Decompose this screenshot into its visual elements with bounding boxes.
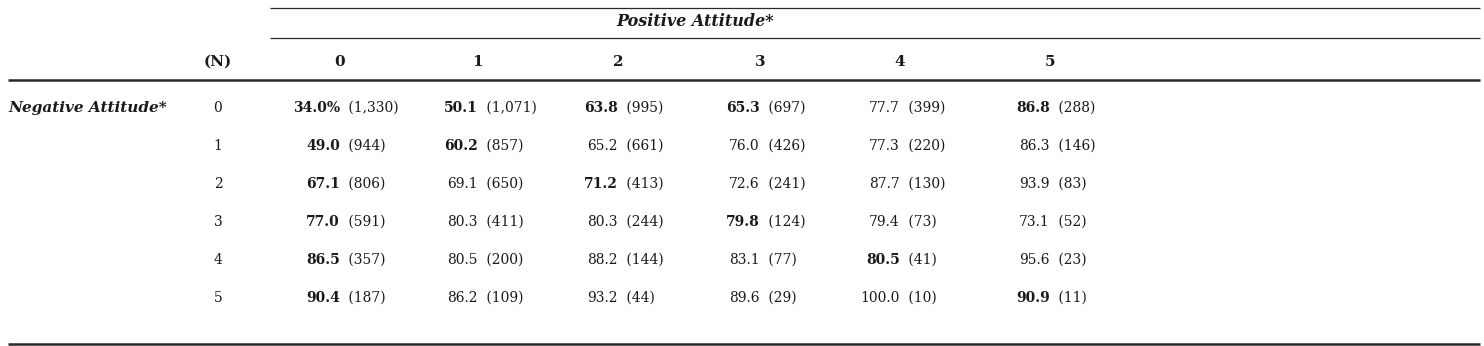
- Text: 65.2: 65.2: [588, 139, 617, 153]
- Text: 65.3: 65.3: [726, 101, 760, 115]
- Text: 2: 2: [613, 55, 623, 69]
- Text: 1: 1: [214, 139, 223, 153]
- Text: 86.5: 86.5: [306, 253, 340, 267]
- Text: (1,071): (1,071): [482, 101, 537, 115]
- Text: 50.1: 50.1: [444, 101, 478, 115]
- Text: 80.5: 80.5: [448, 253, 478, 267]
- Text: 60.2: 60.2: [444, 139, 478, 153]
- Text: (806): (806): [344, 177, 386, 191]
- Text: 80.3: 80.3: [448, 215, 478, 229]
- Text: (124): (124): [764, 215, 806, 229]
- Text: (52): (52): [1054, 215, 1086, 229]
- Text: (944): (944): [344, 139, 386, 153]
- Text: 2: 2: [214, 177, 223, 191]
- Text: 77.3: 77.3: [870, 139, 899, 153]
- Text: (857): (857): [482, 139, 524, 153]
- Text: (41): (41): [904, 253, 936, 267]
- Text: (144): (144): [622, 253, 663, 267]
- Text: (N): (N): [203, 55, 232, 69]
- Text: 49.0: 49.0: [306, 139, 340, 153]
- Text: 34.0%: 34.0%: [292, 101, 340, 115]
- Text: 86.2: 86.2: [448, 291, 478, 305]
- Text: 86.3: 86.3: [1020, 139, 1051, 153]
- Text: 5: 5: [1045, 55, 1055, 69]
- Text: (1,330): (1,330): [344, 101, 399, 115]
- Text: (220): (220): [904, 139, 945, 153]
- Text: 80.3: 80.3: [588, 215, 617, 229]
- Text: (357): (357): [344, 253, 386, 267]
- Text: Negative Attitude*: Negative Attitude*: [7, 101, 166, 115]
- Text: (591): (591): [344, 215, 386, 229]
- Text: 83.1: 83.1: [729, 253, 760, 267]
- Text: (244): (244): [622, 215, 663, 229]
- Text: 90.4: 90.4: [306, 291, 340, 305]
- Text: 76.0: 76.0: [729, 139, 760, 153]
- Text: 63.8: 63.8: [585, 101, 617, 115]
- Text: (241): (241): [764, 177, 806, 191]
- Text: (288): (288): [1054, 101, 1095, 115]
- Text: (109): (109): [482, 291, 524, 305]
- Text: 69.1: 69.1: [447, 177, 478, 191]
- Text: 71.2: 71.2: [585, 177, 617, 191]
- Text: (130): (130): [904, 177, 945, 191]
- Text: (661): (661): [622, 139, 663, 153]
- Text: 4: 4: [895, 55, 905, 69]
- Text: (77): (77): [764, 253, 797, 267]
- Text: (995): (995): [622, 101, 663, 115]
- Text: 90.9: 90.9: [1017, 291, 1051, 305]
- Text: 73.1: 73.1: [1020, 215, 1051, 229]
- Text: 79.8: 79.8: [726, 215, 760, 229]
- Text: (426): (426): [764, 139, 806, 153]
- Text: (200): (200): [482, 253, 524, 267]
- Text: (187): (187): [344, 291, 386, 305]
- Text: (44): (44): [622, 291, 654, 305]
- Text: 4: 4: [214, 253, 223, 267]
- Text: (146): (146): [1054, 139, 1095, 153]
- Text: 1: 1: [473, 55, 484, 69]
- Text: 72.6: 72.6: [729, 177, 760, 191]
- Text: 87.7: 87.7: [870, 177, 899, 191]
- Text: 86.8: 86.8: [1017, 101, 1051, 115]
- Text: (23): (23): [1054, 253, 1086, 267]
- Text: (73): (73): [904, 215, 936, 229]
- Text: (413): (413): [622, 177, 663, 191]
- Text: (29): (29): [764, 291, 797, 305]
- Text: 0: 0: [214, 101, 223, 115]
- Text: 0: 0: [335, 55, 346, 69]
- Text: Positive Attitude*: Positive Attitude*: [616, 13, 773, 30]
- Text: (411): (411): [482, 215, 524, 229]
- Text: 100.0: 100.0: [861, 291, 899, 305]
- Text: (697): (697): [764, 101, 806, 115]
- Text: 3: 3: [214, 215, 223, 229]
- Text: 3: 3: [755, 55, 766, 69]
- Text: 67.1: 67.1: [306, 177, 340, 191]
- Text: (11): (11): [1054, 291, 1086, 305]
- Text: 88.2: 88.2: [588, 253, 617, 267]
- Text: 79.4: 79.4: [870, 215, 899, 229]
- Text: (83): (83): [1054, 177, 1086, 191]
- Text: 89.6: 89.6: [730, 291, 760, 305]
- Text: (10): (10): [904, 291, 936, 305]
- Text: 95.6: 95.6: [1020, 253, 1051, 267]
- Text: 93.9: 93.9: [1020, 177, 1051, 191]
- Text: 77.7: 77.7: [870, 101, 899, 115]
- Text: 77.0: 77.0: [306, 215, 340, 229]
- Text: (650): (650): [482, 177, 524, 191]
- Text: 5: 5: [214, 291, 223, 305]
- Text: 93.2: 93.2: [588, 291, 617, 305]
- Text: (399): (399): [904, 101, 945, 115]
- Text: 80.5: 80.5: [867, 253, 899, 267]
